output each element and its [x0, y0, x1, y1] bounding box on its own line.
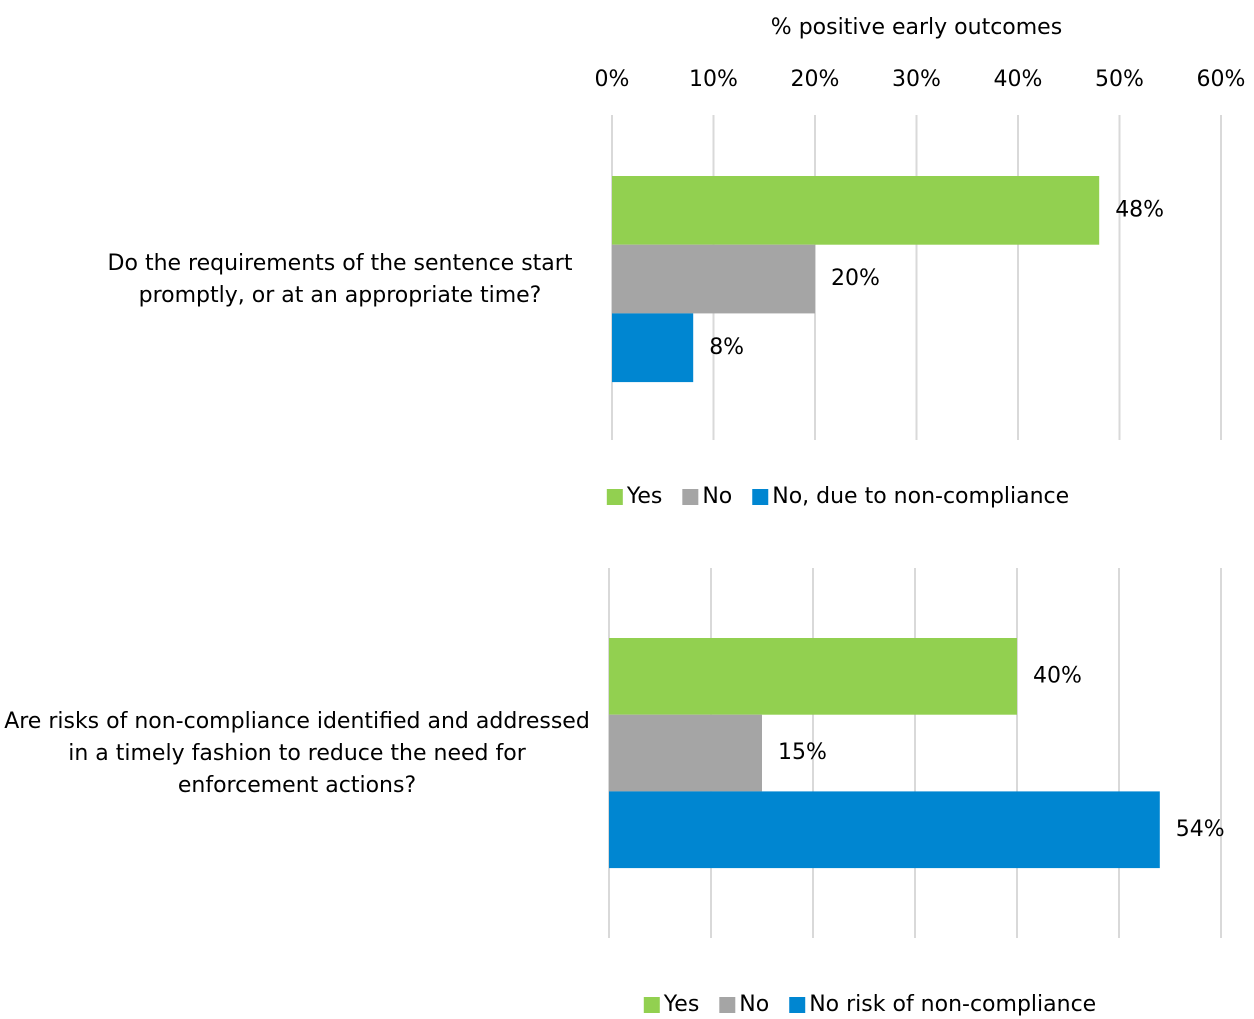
data-label: 48% — [1115, 197, 1164, 222]
legend-swatch — [789, 997, 806, 1013]
x-tick-label: 50% — [1095, 67, 1144, 92]
category-label: Do the requirements of the sentence star… — [107, 251, 573, 308]
legend-label: No — [739, 992, 769, 1017]
legend-swatch — [752, 489, 769, 505]
bar — [609, 791, 1160, 869]
bar — [609, 638, 1017, 715]
legend-swatch — [606, 489, 623, 505]
legend-label: Yes — [663, 992, 700, 1017]
data-label: 8% — [709, 335, 744, 360]
x-tick-label: 40% — [994, 67, 1043, 92]
x-tick-label: 20% — [791, 67, 840, 92]
data-label: 54% — [1176, 817, 1225, 842]
data-label: 15% — [778, 740, 827, 765]
axis-title: % positive early outcomes — [771, 15, 1062, 40]
legend-label: No — [702, 484, 732, 509]
bar — [612, 176, 1100, 245]
legend-label: Yes — [626, 484, 663, 509]
bar — [609, 714, 762, 792]
x-tick-label: 60% — [1197, 67, 1246, 92]
legend-swatch — [682, 489, 699, 505]
data-label: 40% — [1033, 663, 1082, 688]
legend-swatch — [719, 997, 736, 1013]
x-tick-label: 10% — [689, 67, 738, 92]
legend-label: No, due to non-compliance — [772, 484, 1069, 509]
bar — [612, 313, 694, 383]
x-tick-label: 0% — [595, 67, 630, 92]
category-label: Are risks of non-compliance identified a… — [4, 709, 590, 798]
data-label: 20% — [831, 266, 880, 291]
bar — [612, 244, 815, 314]
x-tick-label: 30% — [892, 67, 941, 92]
legend-label: No risk of non-compliance — [809, 992, 1096, 1017]
legend-swatch — [643, 997, 660, 1013]
